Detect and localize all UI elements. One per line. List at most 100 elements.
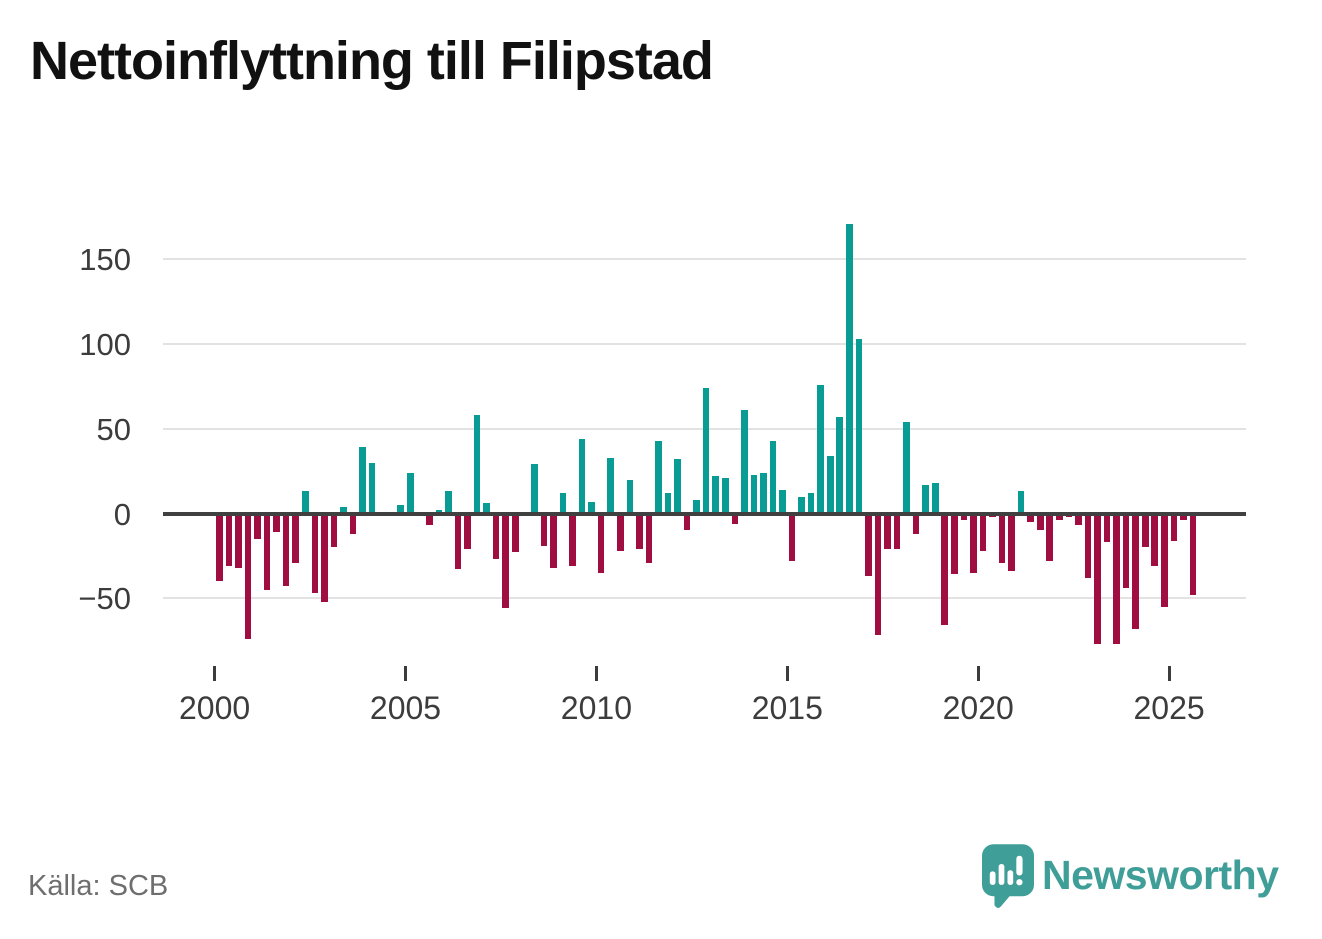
x-axis-tick-mark [785, 666, 789, 681]
x-axis-tick-label: 2005 [369, 690, 442, 726]
x-axis-tick-mark [213, 666, 217, 681]
bar-2017-Q3 [884, 513, 891, 550]
bar-2013-Q3 [731, 513, 739, 524]
bar-2014-Q2 [760, 472, 767, 514]
bar-2019-Q2 [951, 513, 958, 575]
bar-2002-Q4 [321, 513, 328, 602]
bar-2006-Q2 [454, 513, 462, 570]
bar-2011-Q1 [636, 513, 643, 550]
bar-2023-Q1 [1094, 513, 1101, 644]
newsworthy-logo: Newsworthy [982, 844, 1302, 914]
bar-2022-Q1 [1056, 513, 1063, 521]
bar-2023-Q4 [1122, 513, 1130, 589]
bar-2025-Q2 [1180, 513, 1187, 521]
bar-2016-Q4 [855, 339, 863, 514]
bar-2015-Q4 [817, 384, 824, 514]
bar-2008-Q4 [550, 513, 557, 568]
x-axis-tick-label: 2015 [751, 690, 823, 726]
bar-2003-Q4 [359, 447, 366, 514]
bar-2021-Q2 [1027, 513, 1034, 522]
bar-2002-Q3 [311, 513, 319, 594]
bar-2020-Q4 [1008, 513, 1015, 572]
x-axis-tick-mark [594, 666, 598, 681]
x-axis-tick-mark [1167, 666, 1171, 681]
bar-2024-Q1 [1132, 513, 1139, 629]
x-axis-tick-mark [404, 666, 407, 681]
zero-line [163, 511, 1246, 516]
bar-2013-Q2 [721, 477, 729, 514]
bar-2018-Q2 [912, 513, 920, 534]
bar-2017-Q2 [874, 513, 882, 636]
bar-2007-Q3 [502, 513, 510, 609]
bar-2016-Q3 [846, 223, 853, 514]
bar-2002-Q2 [301, 491, 309, 514]
bar-2001-Q4 [282, 513, 290, 587]
bar-2015-Q1 [788, 513, 796, 561]
bar-2015-Q3 [807, 493, 815, 514]
bar-2018-Q1 [903, 422, 910, 514]
bar-2019-Q4 [970, 513, 977, 573]
bar-2004-Q1 [368, 462, 376, 514]
bar-2008-Q3 [540, 513, 548, 546]
bar-2023-Q3 [1113, 513, 1120, 644]
bar-2025-Q3 [1189, 513, 1197, 595]
bar-2004-Q4 [397, 505, 405, 514]
bar-2005-Q1 [406, 472, 414, 514]
bar-2005-Q3 [426, 513, 433, 526]
bar-2008-Q2 [531, 464, 538, 514]
bar-2021-Q1 [1017, 491, 1025, 514]
newsworthy-wordmark: Newsworthy [1042, 852, 1279, 898]
gridline [163, 343, 1246, 346]
y-axis-tick-label: 100 [79, 327, 131, 363]
bar-2003-Q2 [340, 506, 347, 514]
bar-2006-Q4 [473, 415, 481, 514]
bar-2013-Q1 [712, 476, 719, 514]
bar-2010-Q2 [607, 457, 614, 514]
y-axis-tick-label: 0 [113, 496, 131, 532]
bar-2014-Q4 [779, 489, 786, 514]
x-axis-tick-label: 2000 [179, 690, 251, 726]
x-axis-tick-label: 2020 [942, 690, 1014, 726]
bar-2014-Q3 [769, 440, 777, 514]
bar-2011-Q4 [664, 493, 672, 514]
bar-2009-Q1 [559, 493, 567, 514]
bar-2003-Q3 [349, 513, 357, 534]
bar-2009-Q4 [588, 501, 595, 514]
bar-2022-Q3 [1075, 513, 1082, 526]
gridline [163, 258, 1246, 261]
bar-2023-Q2 [1103, 513, 1111, 543]
bar-2012-Q3 [693, 499, 700, 514]
bar-2006-Q1 [445, 491, 452, 514]
speech-bubble-bar-chart-icon [982, 844, 1034, 908]
y-axis-tick-label: −50 [78, 581, 131, 617]
bar-2006-Q3 [464, 513, 471, 550]
bar-2016-Q1 [826, 455, 834, 514]
bar-2021-Q3 [1036, 513, 1044, 531]
bar-2019-Q3 [960, 513, 968, 521]
bar-2024-Q4 [1161, 513, 1168, 607]
x-axis-tick-label: 2025 [1133, 690, 1205, 726]
bar-2024-Q2 [1141, 513, 1149, 548]
bar-2007-Q4 [511, 513, 519, 553]
source-label: Källa: SCB [28, 870, 169, 902]
bar-2024-Q3 [1151, 513, 1159, 566]
x-axis-tick-mark [976, 666, 980, 681]
bar-2001-Q3 [273, 513, 280, 533]
bar-2020-Q3 [998, 513, 1006, 563]
bar-2010-Q4 [626, 479, 634, 514]
bar-2010-Q1 [597, 513, 605, 573]
bar-2022-Q4 [1084, 513, 1092, 578]
bar-2025-Q1 [1170, 513, 1178, 541]
bar-2017-Q4 [893, 513, 901, 550]
bar-2012-Q2 [683, 513, 691, 531]
bar-2015-Q2 [798, 496, 805, 514]
gridline [163, 597, 1246, 600]
bar-2018-Q4 [931, 483, 939, 514]
bar-2017-Q1 [865, 513, 872, 577]
bar-2018-Q3 [922, 484, 929, 514]
bar-2007-Q1 [483, 503, 490, 514]
bar-2012-Q4 [702, 388, 710, 514]
bar-2012-Q1 [674, 459, 681, 514]
